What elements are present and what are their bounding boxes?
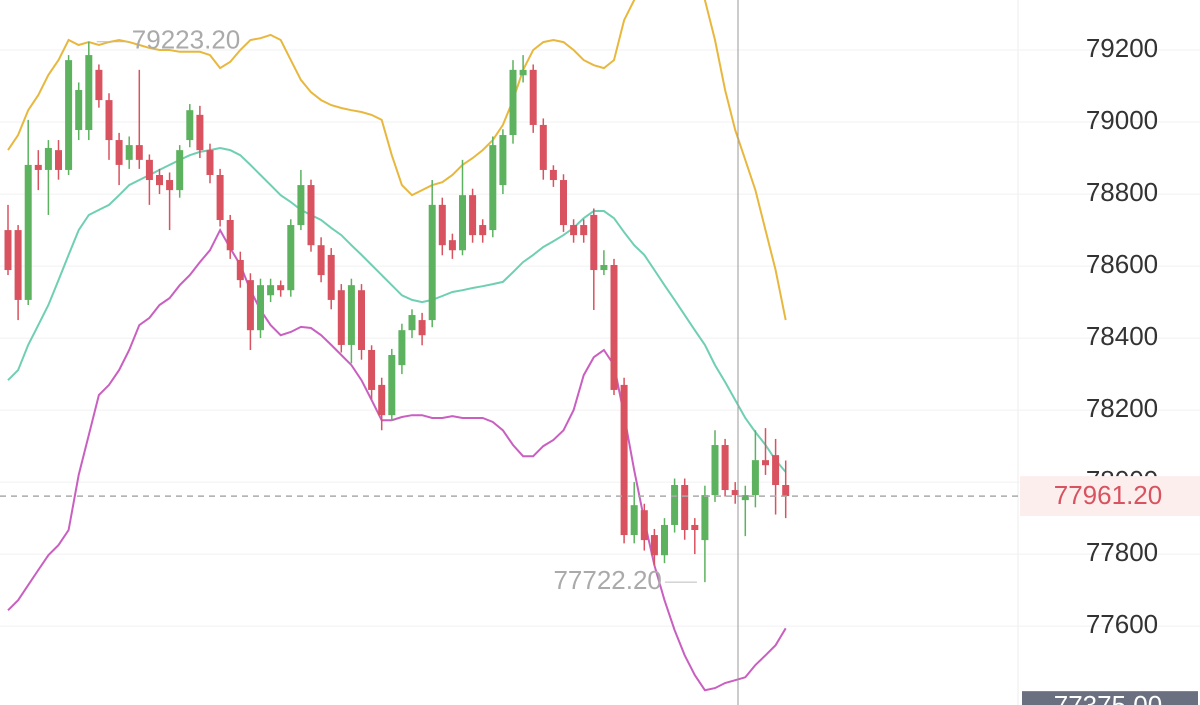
- candle-body: [307, 185, 315, 246]
- candle-body: [560, 180, 567, 226]
- candle-body: [267, 285, 275, 296]
- candle-body: [44, 147, 52, 170]
- annotation-label: 79223.20: [132, 25, 240, 55]
- band-line: [7, 227, 787, 692]
- candle-body: [580, 225, 588, 236]
- candle-body: [398, 330, 406, 366]
- candle-body: [751, 460, 759, 496]
- candle-body: [358, 290, 365, 350]
- candle-body: [620, 384, 628, 536]
- y-tick-label: 78400: [1086, 321, 1158, 351]
- candle-body: [65, 60, 73, 170]
- candle-body: [741, 495, 749, 501]
- y-tick-label: 79200: [1086, 33, 1158, 63]
- candle-body: [378, 384, 386, 416]
- candle-body: [671, 485, 679, 525]
- crosshair-price-label: 77375.00: [1054, 690, 1162, 705]
- candle-body: [135, 145, 143, 160]
- candle-body: [14, 230, 22, 300]
- candle-body: [105, 100, 113, 141]
- candle-body: [479, 225, 487, 236]
- candle-body: [519, 69, 527, 76]
- candle-body: [145, 159, 153, 181]
- candle-body: [226, 219, 234, 251]
- candle-body: [257, 285, 264, 331]
- candle-body: [75, 90, 83, 130]
- candle-body: [287, 225, 295, 291]
- candle-body: [469, 195, 477, 236]
- candle-body: [428, 204, 436, 321]
- candle-body: [418, 320, 426, 336]
- y-tick-label: 78800: [1086, 177, 1158, 207]
- candle-body: [236, 259, 244, 281]
- current-price-label: 77961.20: [1054, 480, 1162, 510]
- candle-body: [570, 225, 578, 236]
- price-axis-panel: [1018, 0, 1200, 705]
- candle-body: [600, 265, 608, 271]
- candle-body: [55, 150, 62, 170]
- candle-body: [156, 174, 163, 186]
- candle-body: [317, 245, 325, 276]
- candle-body: [125, 145, 133, 160]
- candle-body: [166, 180, 174, 191]
- candle-body: [4, 230, 12, 271]
- candle-body: [186, 110, 194, 141]
- candle-body: [277, 285, 285, 291]
- candle-body: [85, 55, 93, 130]
- annotation-label: 77722.20: [553, 565, 661, 595]
- candle-body: [661, 524, 668, 556]
- band-line: [7, 0, 787, 321]
- candle-body: [327, 254, 335, 300]
- candle-body: [24, 164, 32, 300]
- band-line: [7, 146, 787, 473]
- candle-body: [549, 169, 557, 181]
- crosshair-price-box: [1022, 691, 1198, 705]
- candle-body: [711, 445, 719, 496]
- y-tick-label: 77600: [1086, 609, 1158, 639]
- candle-body: [196, 114, 204, 151]
- candle-body: [499, 135, 507, 186]
- candle-body: [539, 124, 547, 170]
- candle-body: [509, 69, 517, 136]
- y-tick-label: 78600: [1086, 249, 1158, 279]
- candle-body: [529, 69, 537, 125]
- candle-body: [216, 174, 224, 220]
- candle-body: [448, 240, 456, 251]
- candle-body: [206, 150, 214, 175]
- candle-body: [681, 485, 689, 531]
- candle-body: [368, 349, 376, 390]
- candle-body: [650, 535, 658, 556]
- candle-body: [721, 445, 729, 491]
- y-tick-label: 78200: [1086, 393, 1158, 423]
- candle-body: [782, 485, 790, 497]
- candle-body: [610, 265, 618, 390]
- candle-body: [34, 164, 42, 170]
- current-price-box: [1020, 476, 1200, 517]
- candle-body: [731, 490, 739, 496]
- candle-body: [772, 455, 780, 486]
- candle-body: [640, 510, 648, 541]
- candle-body: [438, 204, 446, 246]
- candle-body: [246, 280, 254, 331]
- candle-body: [95, 69, 103, 101]
- candle-body: [762, 460, 769, 466]
- y-tick-label: 79000: [1086, 105, 1158, 135]
- candle-body: [388, 355, 396, 416]
- candle-body: [115, 140, 123, 165]
- candle-body: [590, 214, 598, 271]
- candle-body: [701, 495, 709, 541]
- candle-body: [347, 285, 355, 345]
- candle-body: [691, 524, 699, 531]
- candle-body: [297, 185, 305, 226]
- plot-area: [4, 0, 790, 692]
- candle-body: [459, 195, 466, 251]
- candle-body: [630, 505, 638, 536]
- candle-body: [176, 150, 184, 191]
- candle-body: [408, 315, 416, 331]
- candle-body: [337, 290, 345, 345]
- candle-body: [489, 145, 497, 231]
- y-tick-label: 77800: [1086, 537, 1158, 567]
